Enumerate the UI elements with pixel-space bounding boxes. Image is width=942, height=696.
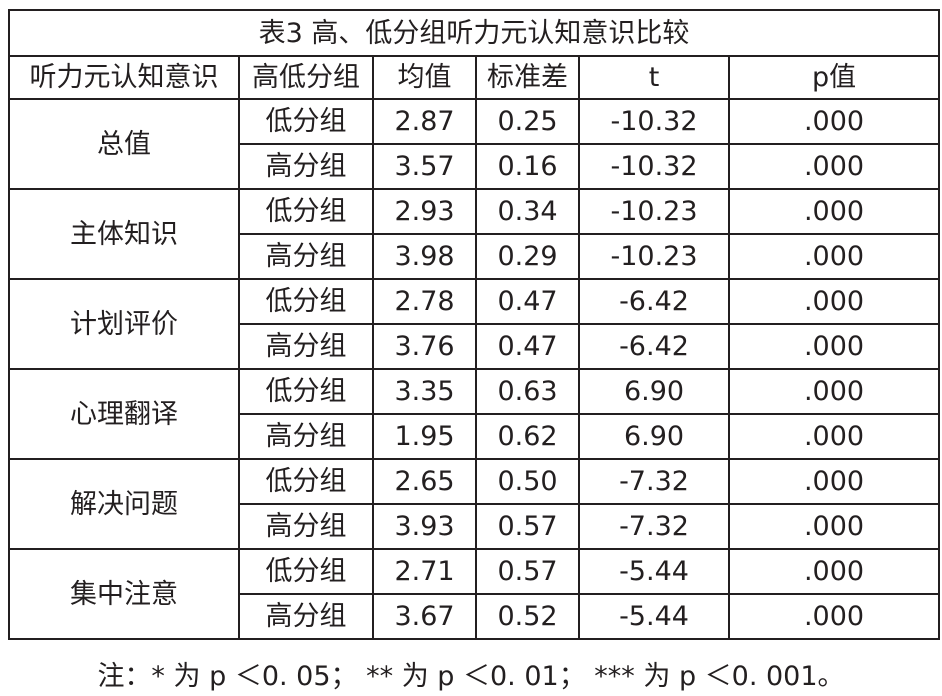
data-cell: .000 xyxy=(727,503,941,550)
table-title: 表3 高、低分组听力元认知意识比较 xyxy=(7,9,941,57)
group-name: 计划评价 xyxy=(8,278,240,370)
header-cell: 听力元认知意识 xyxy=(8,55,240,100)
group-name: 解决问题 xyxy=(8,458,240,550)
data-row: 高分组 3.67 0.52 -5.44.000 xyxy=(9,593,941,640)
data-row: 高分组 1.95 0.62 6.90.000 xyxy=(9,413,941,460)
data-cell: .000 xyxy=(727,458,941,505)
data-cell: 高分组 xyxy=(238,323,374,370)
group-name: 心理翻译 xyxy=(8,368,240,460)
data-cell: 3.57 xyxy=(372,143,477,190)
data-cell: .000 xyxy=(727,368,941,415)
group-name: 总值 xyxy=(8,98,240,190)
data-cell: -5.44 xyxy=(578,593,730,640)
data-cell: .000 xyxy=(727,593,941,640)
data-row: 集中注意 低分组 2.71 0.57 -5.44.000 xyxy=(8,548,941,640)
header-cell: 标准差 xyxy=(475,55,580,100)
data-cell: 低分组 xyxy=(238,548,374,595)
data-cell: -10.32 xyxy=(578,143,730,190)
data-row: 高分组 3.93 0.57 -7.32.000 xyxy=(9,503,941,550)
data-cell: 6.90 xyxy=(578,413,730,460)
data-cell: 高分组 xyxy=(238,503,374,550)
data-cell: -7.32 xyxy=(578,503,730,550)
data-cell: -6.42 xyxy=(578,323,730,370)
data-cell: 0.47 xyxy=(475,323,580,370)
data-cell: 3.93 xyxy=(372,503,477,550)
data-cell: -10.23 xyxy=(578,188,730,235)
data-cell: 低分组 xyxy=(238,458,374,505)
data-cell: 3.35 xyxy=(372,368,477,415)
data-cell: 高分组 xyxy=(238,233,374,280)
data-cell: 0.47 xyxy=(475,278,580,325)
data-cell: 2.78 xyxy=(372,278,477,325)
data-cell: 0.63 xyxy=(475,368,580,415)
header-cell: 高低分组 xyxy=(238,55,374,100)
data-cell: 高分组 xyxy=(238,593,374,640)
data-row: 解决问题 低分组 2.65 0.50 -7.32.000 xyxy=(8,458,941,550)
title-row: 表3 高、低分组听力元认知意识比较 xyxy=(7,9,941,57)
data-cell: .000 xyxy=(727,188,941,235)
data-row: 总值 低分组 2.87 0.25 -10.32.000 xyxy=(8,98,941,190)
data-cell: 0.25 xyxy=(475,98,580,145)
data-cell: 0.57 xyxy=(475,548,580,595)
data-cell: 2.71 xyxy=(372,548,477,595)
data-cell: .000 xyxy=(727,233,941,280)
data-cell: 2.87 xyxy=(372,98,477,145)
data-cell: .000 xyxy=(727,143,941,190)
header-cell: t xyxy=(578,55,730,100)
group-name: 主体知识 xyxy=(8,188,240,280)
data-row: 心理翻译 低分组 3.35 0.63 6.90.000 xyxy=(8,368,941,460)
data-row: 计划评价 低分组 2.78 0.47 -6.42.000 xyxy=(8,278,941,370)
data-cell: 高分组 xyxy=(238,413,374,460)
data-cell: 3.76 xyxy=(372,323,477,370)
data-cell: 3.67 xyxy=(372,593,477,640)
data-cell: 0.34 xyxy=(475,188,580,235)
data-cell: 0.62 xyxy=(475,413,580,460)
data-cell: 低分组 xyxy=(238,98,374,145)
data-cell: -7.32 xyxy=(578,458,730,505)
data-cell: 低分组 xyxy=(238,188,374,235)
data-cell: .000 xyxy=(727,548,941,595)
data-row: 高分组 3.76 0.47 -6.42.000 xyxy=(9,323,941,370)
header-cell: 均值 xyxy=(372,55,477,100)
header-row: 听力元认知意识 高低分组 均值 标准差 t p值 xyxy=(8,55,941,100)
data-cell: 低分组 xyxy=(238,368,374,415)
data-cell: -5.44 xyxy=(578,548,730,595)
data-cell: 2.93 xyxy=(372,188,477,235)
data-cell: .000 xyxy=(727,323,941,370)
data-cell: 高分组 xyxy=(238,143,374,190)
data-cell: 0.29 xyxy=(475,233,580,280)
data-row: 高分组 3.98 0.29 -10.23.000 xyxy=(9,233,941,280)
data-cell: 2.65 xyxy=(372,458,477,505)
data-cell: .000 xyxy=(727,98,941,145)
data-cell: 1.95 xyxy=(372,413,477,460)
group-name: 集中注意 xyxy=(8,548,240,640)
data-cell: 0.52 xyxy=(475,593,580,640)
data-cell: .000 xyxy=(727,278,941,325)
data-cell: -10.23 xyxy=(578,233,730,280)
data-cell: 3.98 xyxy=(372,233,477,280)
data-cell: 0.16 xyxy=(475,143,580,190)
data-table: 表3 高、低分组听力元认知意识比较 听力元认知意识 高低分组 均值 标准差 t p值 总值 低分… xyxy=(7,9,941,640)
data-cell: 0.57 xyxy=(475,503,580,550)
data-cell: 6.90 xyxy=(578,368,730,415)
table-note: 注：* 为 p ＜0. 05； ** 为 p ＜0. 01； *** 为 p ＜… xyxy=(97,661,845,692)
data-cell: -6.42 xyxy=(578,278,730,325)
data-row: 高分组 3.57 0.16 -10.32.000 xyxy=(9,143,941,190)
data-cell: 0.50 xyxy=(475,458,580,505)
data-cell: -10.32 xyxy=(578,98,730,145)
data-cell: 低分组 xyxy=(238,278,374,325)
data-cell: .000 xyxy=(727,413,941,460)
header-cell: p值 xyxy=(727,55,941,100)
data-row: 主体知识 低分组 2.93 0.34 -10.23.000 xyxy=(8,188,941,280)
